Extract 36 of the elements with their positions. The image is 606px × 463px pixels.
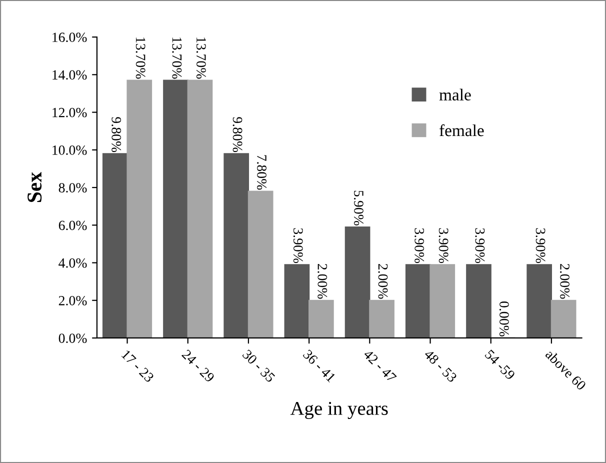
data-label: 13.70% (172, 38, 182, 79)
x-tick-label: 48 - 53 (424, 348, 458, 383)
data-label: 3.90% (414, 228, 424, 264)
y-tick-label: 10.0% (52, 145, 87, 155)
data-label: 0.00% (499, 302, 509, 336)
y-tick-label: 12.0% (52, 108, 87, 118)
y-tick-label: 14.0% (52, 70, 87, 80)
data-label: 9.80% (232, 117, 242, 152)
x-tick-label: 17 - 23 (121, 350, 154, 383)
y-axis-title: Sex (28, 172, 42, 202)
y-tick-label: 2.0% (58, 296, 87, 306)
legend-label: male (439, 88, 471, 100)
data-label: 2.00% (318, 264, 328, 299)
x-tick-label: 24 - 29 (181, 349, 215, 383)
data-label: 2.00% (560, 264, 570, 299)
x-axis-title: Age in years (290, 402, 388, 420)
data-label: 13.70% (136, 38, 146, 79)
data-label: 9.80% (112, 117, 122, 152)
y-tick-label: 0.0% (58, 334, 87, 344)
y-tick-label: 16.0% (52, 32, 87, 42)
x-tick-label: 36 - 41 (302, 349, 336, 383)
data-label: 3.90% (536, 228, 546, 264)
x-tick-label: 30 - 35 (242, 349, 276, 383)
legend-label: female (440, 124, 484, 136)
y-tick-label: 6.0% (58, 220, 87, 230)
y-tick-label: 8.0% (58, 183, 87, 193)
data-label: 3.90% (293, 228, 303, 264)
data-label: 2.00% (378, 264, 388, 299)
data-label: 5.90% (354, 190, 364, 226)
data-label: 3.90% (438, 228, 448, 264)
data-label: 7.80% (257, 155, 266, 190)
data-label: 13.70% (196, 38, 206, 79)
x-tick-label: 54 -59 (484, 349, 516, 380)
x-tick-label: 42 - 47 (363, 348, 397, 383)
data-label: 3.90% (475, 228, 485, 264)
y-tick-label: 4.0% (58, 258, 87, 268)
